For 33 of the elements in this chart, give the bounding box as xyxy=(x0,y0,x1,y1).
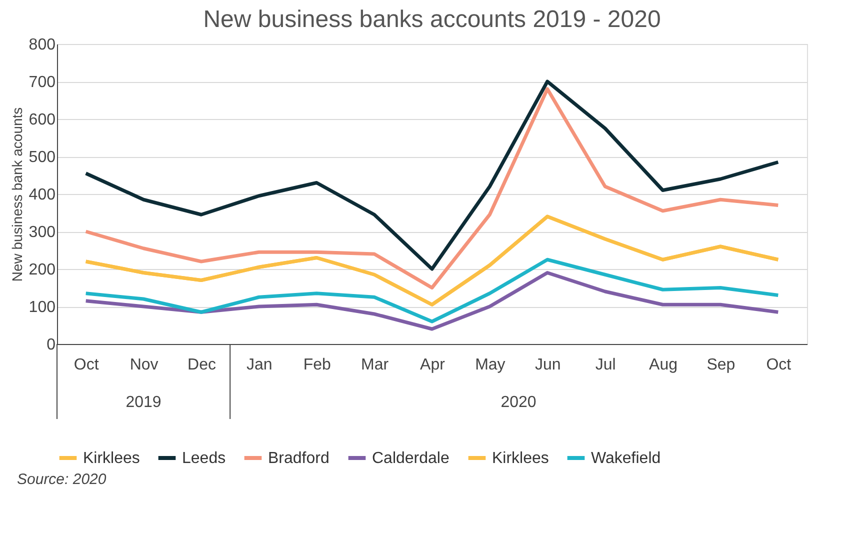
y-tick-label: 700 xyxy=(28,74,56,91)
x-tick-label: Apr xyxy=(420,356,446,374)
legend-label: Bradford xyxy=(268,450,330,467)
y-tick-label: 400 xyxy=(28,186,56,204)
text: 2020 xyxy=(500,394,536,411)
y-tick-label: 800 xyxy=(28,36,56,54)
y-tick-label: 300 xyxy=(28,224,56,241)
chart-title: New business banks accounts 2019 - 2020 xyxy=(203,6,661,33)
legend-label: Kirklees xyxy=(492,450,549,467)
legend-label: Leeds xyxy=(182,450,226,467)
y-axis-title: New business bank acounts xyxy=(8,107,25,282)
x-tick-label: Jul xyxy=(595,356,616,374)
x-tick-label: Nov xyxy=(130,356,158,374)
x-tick-label: May xyxy=(475,356,506,374)
legend-label: Calderdale xyxy=(372,450,450,467)
x-tick-label: Jan xyxy=(246,356,272,374)
x-tick-label: Mar xyxy=(361,356,390,374)
y-tick-label: 500 xyxy=(28,149,56,166)
text: 2019 xyxy=(126,394,162,411)
y-tick-label: 200 xyxy=(28,262,56,278)
x-tick-label: Jun xyxy=(534,356,561,374)
legend-label: Kirklees xyxy=(83,450,140,467)
x-tick-label: Aug xyxy=(649,356,678,374)
x-tick-label: Feb xyxy=(303,356,331,374)
y-tick-label: 0 xyxy=(46,336,56,354)
x-tick-label: Oct xyxy=(766,356,792,374)
y-tick-label: 600 xyxy=(28,112,56,128)
source-note: Source: 2020 xyxy=(17,471,107,488)
x-tick-label: Oct xyxy=(74,356,100,374)
x-tick-label: Sep xyxy=(706,356,736,374)
legend-label: Wakefield xyxy=(591,450,661,467)
y-tick-label: 100 xyxy=(28,299,56,316)
x-tick-label: Dec xyxy=(188,356,216,374)
